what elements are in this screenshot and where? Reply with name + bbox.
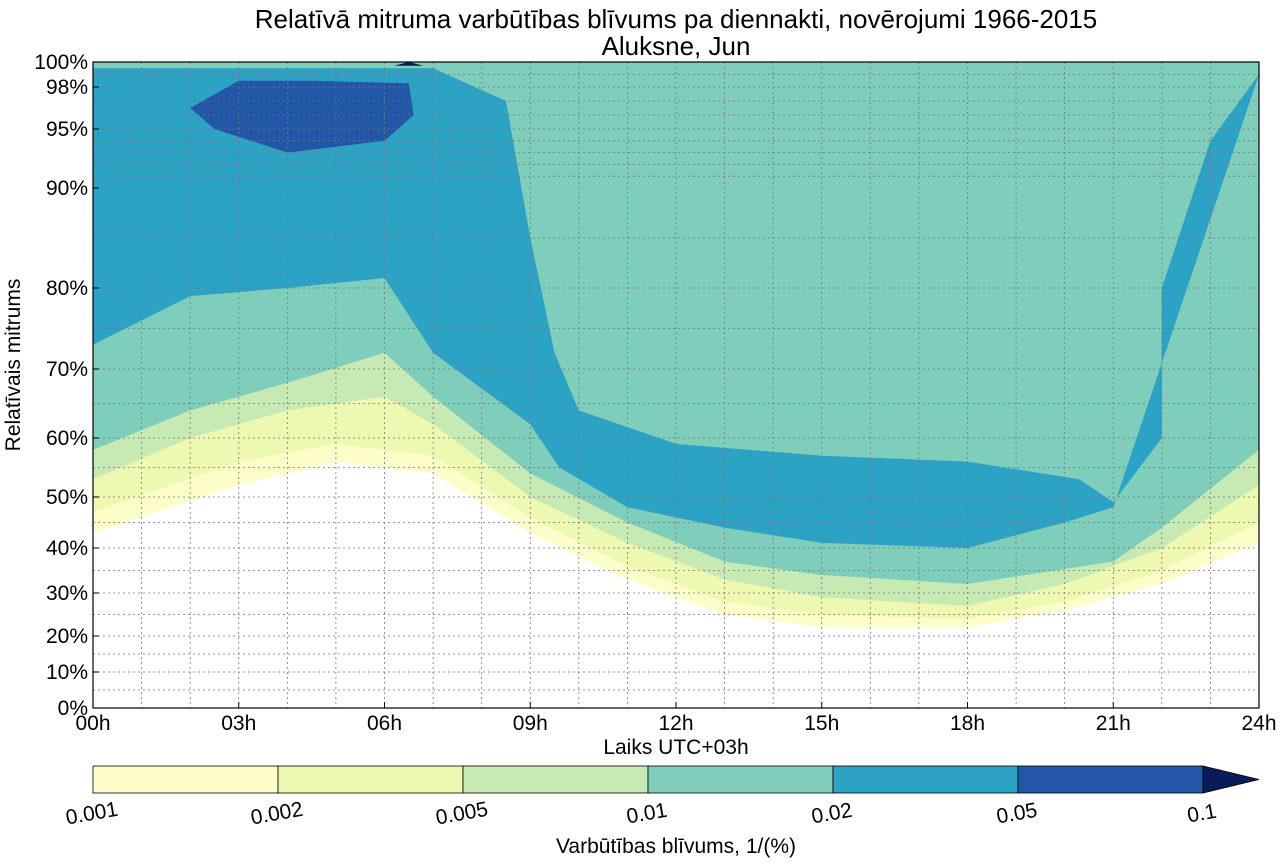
x-tick-label: 00h <box>75 712 110 735</box>
colorbar-tick-label: 0.005 <box>434 798 490 830</box>
y-axis-label: Relatīvais mitrums <box>2 279 25 452</box>
colorbar-segment <box>277 765 464 794</box>
colorbar-segment <box>1017 765 1204 794</box>
x-tick-label: 21h <box>1096 712 1131 735</box>
colorbar-label: Varbūtības blīvums, 1/(%) <box>556 835 796 858</box>
y-tick-label: 100% <box>34 51 88 74</box>
x-tick-label: 12h <box>658 712 693 735</box>
y-tick-label: 90% <box>46 177 88 200</box>
y-tick-label: 0% <box>58 697 88 720</box>
colorbar-extend-arrow <box>1202 765 1260 794</box>
contour-band-0.05 <box>190 80 414 153</box>
colorbar-tick-label: 0.02 <box>810 799 854 829</box>
colorbar-tick-label: 0.001 <box>64 798 120 830</box>
x-tick-label: 06h <box>367 712 402 735</box>
x-tick-label: 03h <box>221 712 256 735</box>
y-tick-label: 98% <box>46 76 88 99</box>
y-tick-label: 80% <box>46 277 88 300</box>
contour-band-0.1 <box>394 62 424 66</box>
colorbar-segment <box>92 765 279 794</box>
x-tick-label: 24h <box>1241 712 1276 735</box>
colorbar: 0.001 0.002 0.005 0.01 0.02 0.05 0.1 <box>64 765 1260 830</box>
chart-subtitle: Aluksne, Jun <box>601 31 751 61</box>
x-tick-label: 15h <box>804 712 839 735</box>
y-tick-label: 40% <box>46 537 88 560</box>
colorbar-tick-label: 0.05 <box>995 799 1039 829</box>
colorbar-segment <box>832 765 1019 794</box>
y-tick-label: 20% <box>46 625 88 648</box>
colorbar-segment <box>462 765 649 794</box>
y-tick-label: 50% <box>46 486 88 509</box>
x-axis-label: Laiks UTC+03h <box>603 736 748 759</box>
y-tick-label: 30% <box>46 582 88 605</box>
y-tick-label: 10% <box>46 661 88 684</box>
x-tick-label: 09h <box>513 712 548 735</box>
colorbar-segment <box>647 765 834 794</box>
chart-title: Relatīvā mitruma varbūtības blīvums pa d… <box>254 4 1098 34</box>
x-tick-label: 18h <box>950 712 985 735</box>
colorbar-tick-label: 0.002 <box>249 798 305 830</box>
y-tick-label: 70% <box>46 358 88 381</box>
y-tick-label: 60% <box>46 427 88 450</box>
colorbar-tick-label: 0.1 <box>1185 800 1218 828</box>
colorbar-tick-label: 0.01 <box>625 799 669 829</box>
y-tick-label: 95% <box>46 118 88 141</box>
